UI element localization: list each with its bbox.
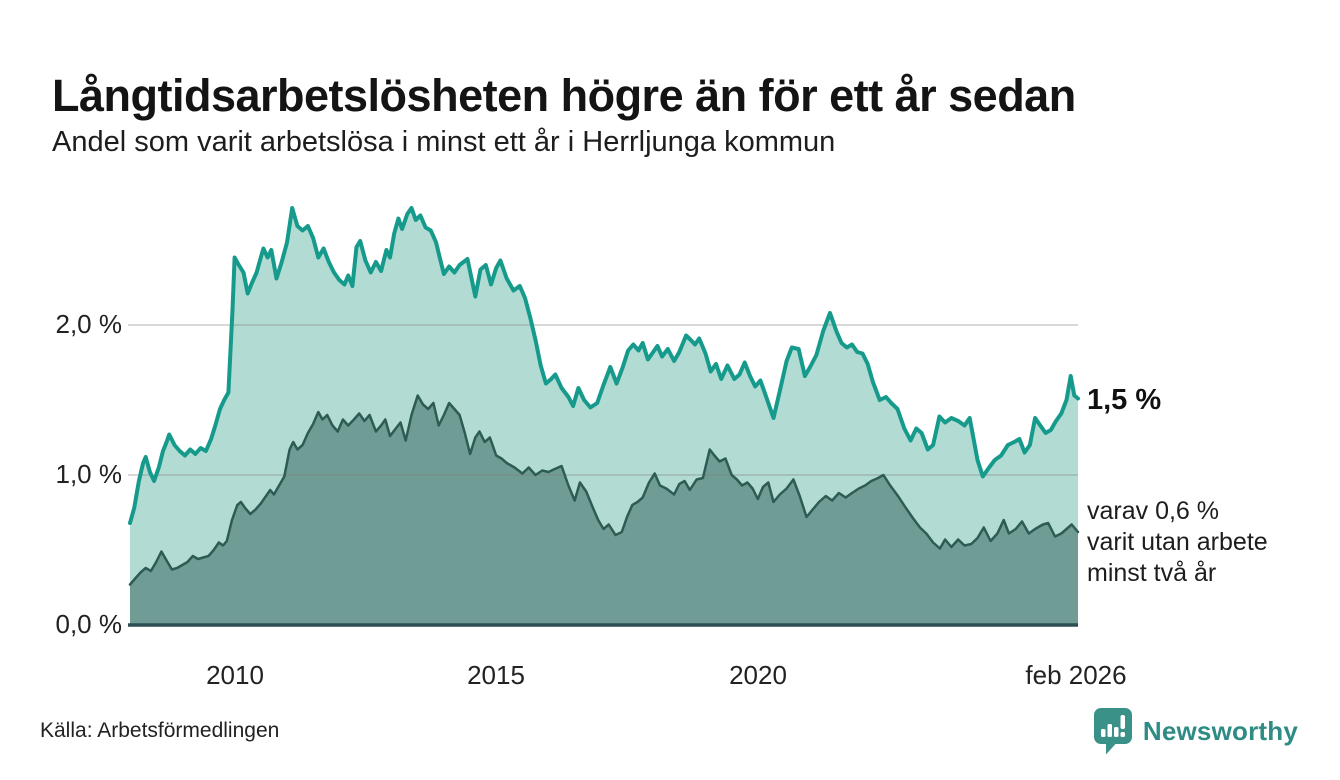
newsworthy-wordmark: Newsworthy bbox=[1142, 715, 1298, 746]
x-axis-label-2020: 2020 bbox=[729, 660, 787, 690]
y-axis-label-1: 1,0 % bbox=[55, 459, 123, 489]
y-axis-label-2: 2,0 % bbox=[55, 309, 123, 339]
y-axis-label-0: 0,0 % bbox=[55, 609, 123, 639]
newsworthy-brand: Newsworthy bbox=[1093, 707, 1298, 755]
series2-annotation-line-3: minst två år bbox=[1087, 559, 1217, 587]
series2-annotation-line-1: varav 0,6 % bbox=[1087, 497, 1220, 525]
page-title: Långtidsarbetslösheten högre än för ett … bbox=[52, 70, 1076, 122]
page-subtitle: Andel som varit arbetslösa i minst ett å… bbox=[52, 126, 836, 158]
x-axis-label-2010: 2010 bbox=[206, 660, 264, 690]
x-axis-label-2015: 2015 bbox=[467, 660, 525, 690]
series1-end-value-label: 1,5 % bbox=[1087, 383, 1162, 416]
x-axis-label-feb-2026: feb 2026 bbox=[1025, 660, 1127, 690]
series2-end-annotation: varav 0,6 % varit utan arbete minst två … bbox=[1087, 496, 1268, 589]
source-note: Källa: Arbetsförmedlingen bbox=[40, 719, 280, 742]
newsworthy-logo-icon bbox=[1093, 707, 1133, 755]
series2-annotation-line-2: varit utan arbete bbox=[1087, 528, 1268, 556]
